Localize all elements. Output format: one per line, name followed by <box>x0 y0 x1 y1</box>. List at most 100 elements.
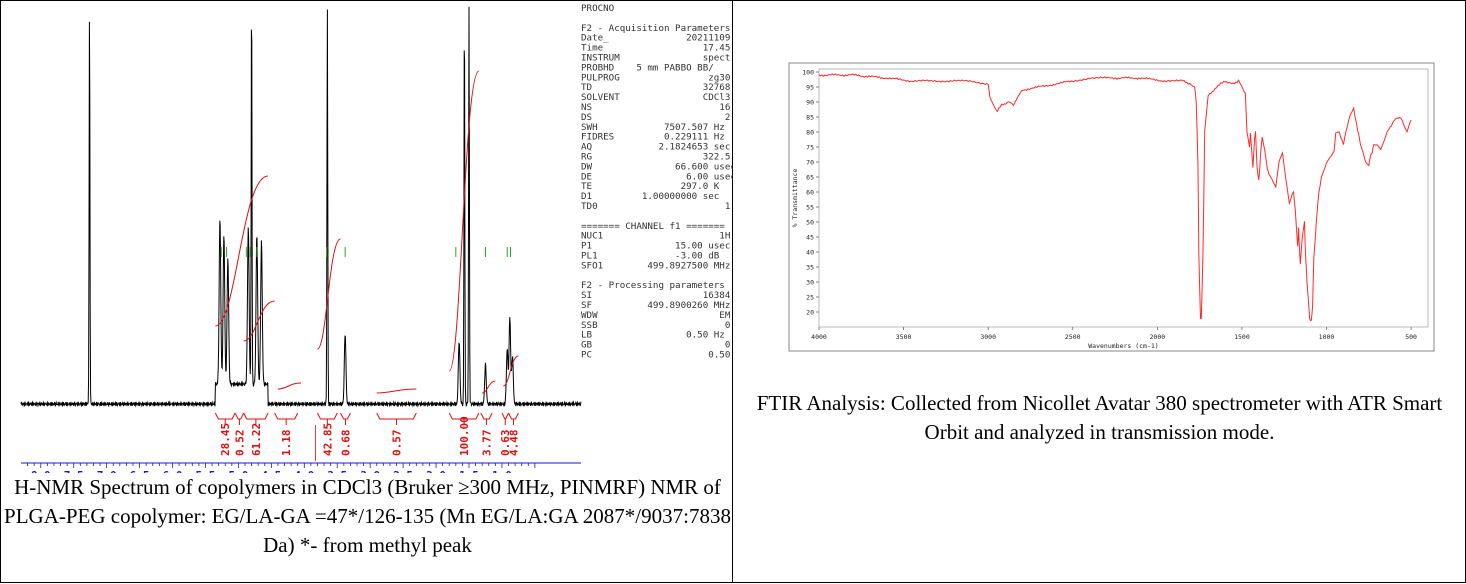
nmr-param-line: RG 322.5 <box>581 152 730 163</box>
integral-bracket <box>340 412 351 420</box>
ftir-y-tick-label: 55 <box>806 204 814 212</box>
nmr-param-line: F2 - Acquisition Parameters <box>581 23 730 34</box>
nmr-panel: 28.45 0.52 61.22 1.18 42.85 0.68 0.57 100.00 3.7… <box>0 0 734 583</box>
nmr-x-tick-label: 1.5 <box>459 469 479 473</box>
nmr-x-tick-label: 3.5 <box>327 469 347 473</box>
nmr-x-axis-label: ppm <box>606 469 626 473</box>
ftir-panel: 20 25 30 35 40 45 50 55 60 65 70 75 80 85 90 95 100 4000 3… <box>733 0 1466 583</box>
integral-bracket <box>243 412 269 420</box>
integral-bracket <box>234 412 245 420</box>
integral-bracket <box>376 412 417 420</box>
nmr-param-line: PULPROG zg30 <box>581 72 730 83</box>
nmr-x-tick-label: 6.0 <box>163 469 183 473</box>
ftir-y-tick-label: 75 <box>806 144 814 152</box>
ftir-x-tick-label: 500 <box>1405 333 1417 341</box>
nmr-x-tick-label: 4.0 <box>294 469 314 473</box>
nmr-param-line: SF 499.8900260 MHz <box>581 300 730 311</box>
nmr-param-line: P1 15.00 usec <box>581 241 730 252</box>
integral-value: 0.57 <box>391 430 404 457</box>
nmr-x-tick-label: 1.0 <box>492 469 512 473</box>
nmr-param-line: DW 66.600 usec <box>581 161 734 172</box>
ftir-x-tick-label: 3500 <box>896 333 912 341</box>
integral-curve-small-4 <box>503 355 519 387</box>
ftir-x-tick-label: 3000 <box>980 333 996 341</box>
ftir-x-axis-label: Wavenumbers (cm-1) <box>1088 342 1158 350</box>
nmr-param-line: SOLVENT CDCl3 <box>581 92 730 103</box>
integral-bracket <box>501 412 509 420</box>
ftir-y-tick-label: 25 <box>806 294 814 302</box>
ftir-y-axis-label: % Transmittance <box>791 169 799 228</box>
integral-value: 28.45 <box>219 423 232 456</box>
nmr-param-line: DE 6.00 usec <box>581 171 734 182</box>
nmr-param-line: SSB 0 <box>581 320 730 331</box>
integral-curve-glycolide <box>243 300 275 342</box>
nmr-param-line: SWH 7507.507 Hz <box>581 122 725 133</box>
ftir-y-tick-label: 50 <box>806 219 814 227</box>
nmr-spectrum-chart: 28.45 0.52 61.22 1.18 42.85 0.68 0.57 100.00 3.7… <box>20 3 734 473</box>
nmr-param-line: TE 297.0 K <box>581 181 720 192</box>
nmr-x-tick-label: 7.5 <box>64 469 84 473</box>
nmr-param-line: SFO1 499.8927500 MHz <box>581 260 730 271</box>
nmr-param-line: F2 - Processing parameters <box>581 280 725 291</box>
ftir-y-tick-label: 80 <box>806 129 814 137</box>
integral-curve-lactide <box>215 175 269 327</box>
nmr-param-line: Time 17.45 <box>581 43 730 54</box>
ftir-y-tick-label: 100 <box>802 69 814 77</box>
nmr-x-tick-label: 4.5 <box>261 469 281 473</box>
ftir-y-tick-label: 90 <box>806 99 814 107</box>
integral-bracket <box>317 412 338 420</box>
nmr-param-line: PC 0.50 <box>581 350 730 361</box>
integral-curve-small-2 <box>376 388 417 394</box>
nmr-param-line: PROCNO 1 <box>581 3 734 14</box>
ftir-x-tick-label: 1000 <box>1319 333 1335 341</box>
nmr-param-line: TD 32768 <box>581 82 730 93</box>
nmr-x-tick-label: 5.0 <box>228 469 248 473</box>
integral-bracket <box>274 412 299 420</box>
nmr-param-line: ======= CHANNEL f1 ======= <box>581 221 725 232</box>
ftir-x-tick-label: 4000 <box>811 333 827 341</box>
ftir-x-tick-label: 1500 <box>1234 333 1250 341</box>
nmr-param-line: PROBHD 5 mm PABBO BB/ <box>581 62 714 73</box>
ftir-x-tick-label: 2000 <box>1150 333 1166 341</box>
integral-value: 100.00 <box>458 416 471 456</box>
ftir-y-tick-label: 35 <box>806 264 814 272</box>
nmr-param-line: DS 2 <box>581 112 730 123</box>
nmr-param-line: AQ 2.1824653 sec <box>581 142 730 153</box>
integral-value: 1.18 <box>280 430 293 457</box>
ftir-plot-area <box>818 68 1429 328</box>
nmr-param-line: Date_ 20211109 <box>581 33 730 44</box>
nmr-spectrum-line <box>20 6 582 408</box>
ftir-x-tick-label: 2500 <box>1065 333 1081 341</box>
nmr-x-tick-label: 3.0 <box>360 469 380 473</box>
integral-curve-small-1 <box>277 382 302 390</box>
ftir-y-tick-label: 65 <box>806 174 814 182</box>
ftir-y-tick-label: 20 <box>806 309 814 317</box>
nmr-param-line: WDW EM <box>581 310 731 321</box>
nmr-x-tick-label: 8.0 <box>31 469 51 473</box>
nmr-param-line: SI 16384 <box>581 290 731 301</box>
ftir-spectrum-chart: 20 25 30 35 40 45 50 55 60 65 70 75 80 85 90 95 100 4000 3… <box>788 62 1435 352</box>
nmr-param-line: NS 16 <box>581 102 730 113</box>
ftir-y-tick-label: 45 <box>806 234 814 242</box>
nmr-param-line: GB 0 <box>581 340 730 351</box>
integral-value: 3.77 <box>480 430 493 457</box>
nmr-x-tick-label: 6.5 <box>130 469 150 473</box>
integral-bracket <box>508 412 519 420</box>
nmr-param-line: PL1 -3.00 dB <box>581 251 720 262</box>
ftir-y-tick-label: 70 <box>806 159 814 167</box>
integral-value: 61.22 <box>250 423 263 456</box>
nmr-param-line: INSTRUM spect <box>581 53 730 64</box>
integral-value: 4.48 <box>507 430 520 457</box>
ftir-y-tick-label: 85 <box>806 114 814 122</box>
nmr-x-tick-label: 5.5 <box>196 469 216 473</box>
ftir-y-tick-label: 40 <box>806 249 814 257</box>
integral-curve-peg <box>316 238 341 350</box>
ftir-spectrum-line <box>818 73 1412 321</box>
ftir-y-tick-label: 60 <box>806 189 814 197</box>
nmr-x-tick-label: 2.5 <box>393 469 413 473</box>
nmr-param-line: LB 0.50 Hz <box>581 330 725 341</box>
nmr-x-tick-label: 7.0 <box>97 469 117 473</box>
nmr-param-line: TD0 1 <box>581 201 730 212</box>
ftir-caption: FTIR Analysis: Collected from Nicollet A… <box>756 391 1443 444</box>
integral-bracket <box>480 412 493 420</box>
